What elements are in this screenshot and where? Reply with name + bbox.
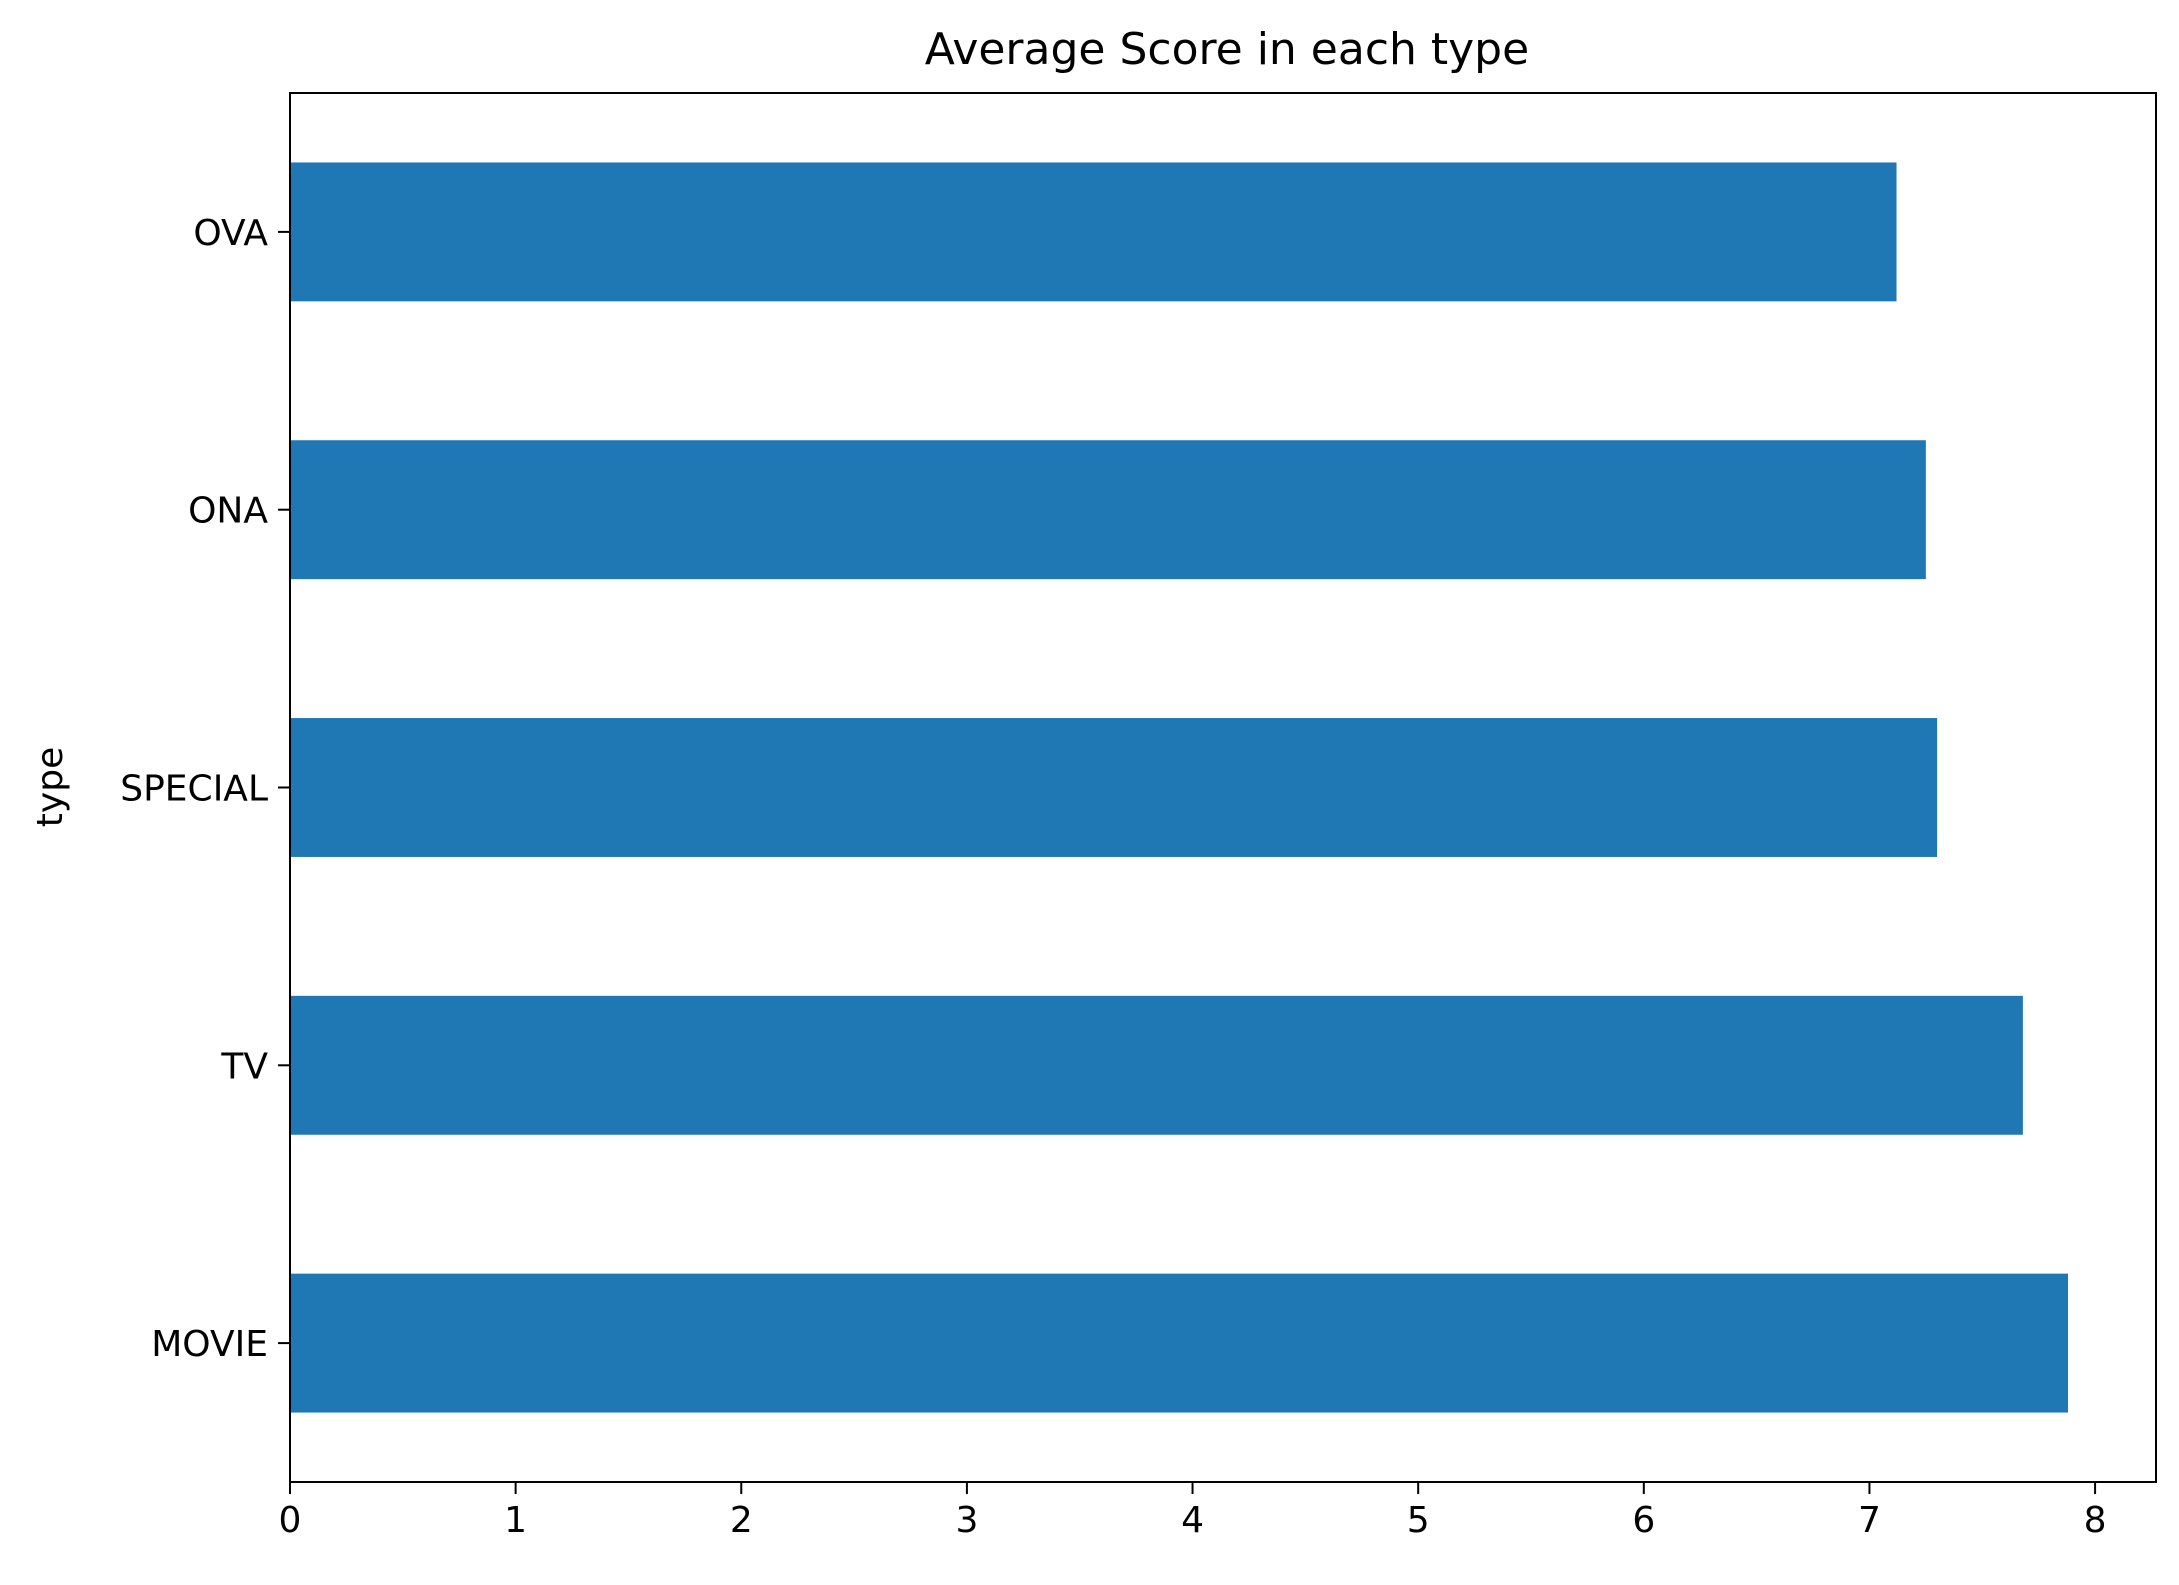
x-tick-label-8: 8 <box>2084 1500 2107 1541</box>
bar-ona <box>290 440 1926 580</box>
x-tick-label-7: 7 <box>1858 1500 1881 1541</box>
x-tick-label-4: 4 <box>1181 1500 1204 1541</box>
bars-layer <box>290 162 2069 1413</box>
y-axis-label: type <box>30 747 71 827</box>
bar-tv <box>290 995 2023 1135</box>
bar-ova <box>290 162 1897 302</box>
chart-title: Average Score in each type <box>925 24 1529 75</box>
x-tick-label-1: 1 <box>504 1500 527 1541</box>
x-tick-label-6: 6 <box>1632 1500 1655 1541</box>
plot-area-frame <box>289 92 2157 1483</box>
x-tick-label-5: 5 <box>1407 1500 1430 1541</box>
y-tick-label-ona: ONA <box>188 491 268 532</box>
x-tick-label-3: 3 <box>955 1500 978 1541</box>
bar-movie <box>290 1273 2069 1413</box>
y-tick-label-ova: OVA <box>193 213 268 254</box>
bar-special <box>290 718 1938 857</box>
y-tick-label-movie: MOVIE <box>151 1324 268 1365</box>
y-tick-label-special: SPECIAL <box>120 769 268 810</box>
x-tick-label-2: 2 <box>730 1500 753 1541</box>
x-tick-label-0: 0 <box>279 1500 302 1541</box>
y-tick-label-tv: TV <box>220 1046 268 1087</box>
ticks-layer: MOVIE TV SPECIAL ONA OVA 0 1 2 3 4 5 6 7 8 <box>120 213 2106 1541</box>
